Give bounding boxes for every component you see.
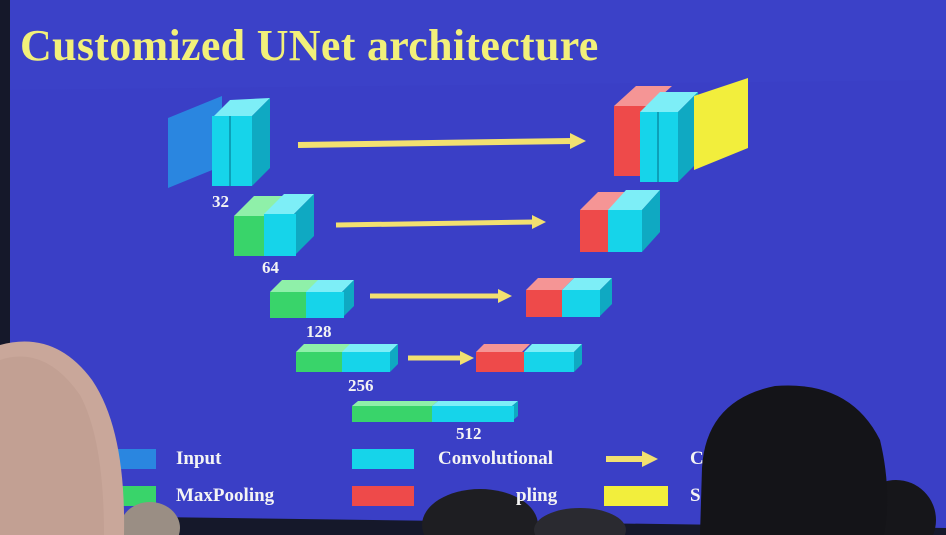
conv-block — [306, 292, 344, 318]
encoder-level-3 — [270, 280, 354, 318]
conv-block — [342, 352, 390, 372]
conv-block — [608, 210, 642, 252]
audience-head — [120, 502, 180, 535]
audience-head — [422, 489, 538, 535]
channel-label-128: 128 — [306, 322, 332, 341]
channel-label-512: 512 — [456, 424, 482, 443]
legend-maxpooling-label: MaxPooling — [176, 485, 275, 506]
decoder-level-2 — [580, 190, 660, 252]
audience — [0, 341, 936, 535]
legend-arrow-label: C — [690, 448, 704, 469]
channel-label-32: 32 — [212, 192, 229, 211]
upsampling-block — [580, 210, 610, 252]
decoder-level-1 — [614, 78, 748, 182]
maxpool-block — [270, 292, 308, 318]
skip-arrow — [297, 138, 573, 148]
legend-input-swatch — [112, 449, 156, 469]
conv-block — [432, 406, 514, 422]
legend-upsampling-label: pling — [516, 485, 558, 506]
maxpool-block — [234, 216, 266, 256]
sigmoid-output-block — [694, 78, 748, 170]
channel-label-64: 64 — [262, 258, 279, 277]
legend-sigmoid-label: S — [690, 485, 701, 506]
encoder-level-2 — [234, 194, 314, 256]
maxpool-block — [296, 352, 344, 372]
upsampling-block — [526, 290, 564, 317]
decoder-level-3 — [526, 278, 612, 317]
conv-block — [524, 352, 574, 372]
legend-input-label: Input — [176, 448, 222, 469]
skip-arrows — [297, 133, 586, 365]
encoder-level-1 — [168, 96, 270, 188]
conv-block — [212, 116, 252, 186]
slide-title: Customized UNet architecture — [20, 21, 599, 70]
legend-conv-swatch — [352, 449, 414, 469]
dark-hair-head — [700, 385, 888, 535]
bottleneck-level — [352, 401, 518, 422]
legend-sigmoid-swatch — [604, 486, 668, 506]
audience-head — [534, 508, 626, 535]
maxpool-block — [352, 406, 434, 422]
input-layer-block — [168, 96, 222, 188]
conv-block — [264, 214, 296, 256]
decoder-level-4 — [476, 344, 582, 372]
conv-block — [562, 290, 600, 317]
legend-upsampling-swatch — [352, 486, 414, 506]
skip-arrow — [335, 219, 535, 228]
channel-label-256: 256 — [348, 376, 374, 395]
legend-convolutional-label: Convolutional — [438, 448, 554, 469]
upsampling-block — [476, 352, 524, 372]
encoder-level-4 — [296, 344, 398, 372]
